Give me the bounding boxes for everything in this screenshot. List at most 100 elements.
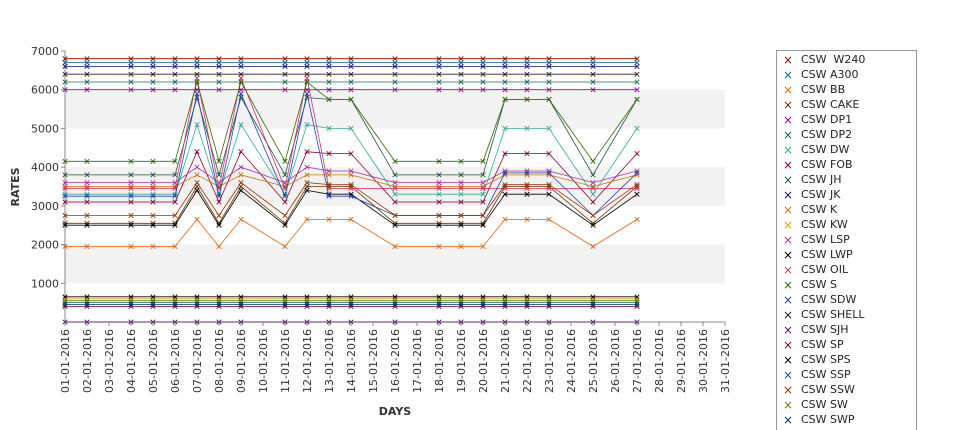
data-point [128, 56, 134, 62]
data-point [84, 172, 90, 178]
legend-label: CSW DP1 [801, 113, 853, 126]
legend-marker-icon: × [782, 68, 794, 82]
x-tick-label: 13-01-2016 [323, 329, 336, 393]
data-point [172, 63, 178, 70]
data-point [590, 180, 596, 186]
data-point [128, 294, 134, 300]
data-point [172, 212, 178, 219]
data-point [172, 301, 178, 308]
data-point [546, 294, 552, 300]
data-point [84, 79, 90, 85]
data-point [282, 222, 288, 228]
data-point [502, 125, 508, 132]
data-point [524, 170, 530, 176]
data-point [172, 87, 178, 93]
data-point [590, 222, 596, 228]
data-point [216, 199, 222, 205]
data-point [634, 56, 640, 62]
data-point [216, 294, 222, 300]
data-point [502, 150, 508, 157]
legend-label: CSW OIL [801, 263, 849, 276]
data-point [238, 121, 244, 128]
data-point [348, 87, 354, 93]
data-point [348, 168, 354, 174]
data-point [238, 180, 244, 186]
data-point [634, 170, 640, 176]
data-point [238, 90, 244, 97]
data-point [392, 56, 398, 62]
x-tick-label: 23-01-2016 [543, 329, 556, 393]
data-point [238, 300, 244, 306]
data-point [216, 172, 222, 178]
data-point [238, 172, 244, 178]
x-tick-label: 08-01-2016 [213, 329, 226, 393]
data-point [128, 222, 134, 228]
data-point [502, 181, 508, 188]
data-point [546, 150, 552, 157]
data-point [392, 294, 398, 300]
data-point [436, 180, 442, 186]
data-point [348, 294, 354, 300]
y-tick-label: 3000 [31, 200, 59, 213]
series-csw-ssp [62, 300, 640, 306]
data-point [634, 71, 640, 77]
data-point [436, 71, 442, 77]
legend-marker-icon: × [782, 248, 794, 262]
y-tick-label: 2000 [31, 239, 59, 252]
data-point [590, 243, 596, 250]
data-point [436, 185, 442, 192]
legend-marker-icon: × [782, 143, 794, 157]
data-point [634, 59, 640, 66]
data-point [634, 79, 640, 85]
data-point [150, 56, 156, 62]
data-point [282, 243, 288, 250]
data-point [392, 59, 398, 66]
legend-label: CSW SW [801, 398, 848, 411]
data-point [392, 222, 398, 228]
data-point [392, 243, 398, 250]
data-point [546, 71, 552, 77]
data-point [392, 87, 398, 93]
data-point [326, 63, 332, 70]
data-point [458, 59, 464, 66]
data-point [480, 294, 486, 300]
y-tick-label: 6000 [31, 84, 59, 97]
legend-label: CSW S [801, 278, 838, 291]
data-point [282, 193, 288, 199]
data-point [348, 79, 354, 85]
data-point [150, 199, 156, 205]
data-point [62, 300, 68, 306]
data-point [590, 79, 596, 85]
data-point [546, 125, 552, 132]
data-point [172, 193, 178, 199]
data-point [282, 298, 288, 304]
data-point [458, 222, 464, 228]
legend-item: × CSW S [777, 278, 916, 293]
data-point [436, 63, 442, 70]
data-point [590, 172, 596, 178]
legend-marker-icon: × [782, 383, 794, 397]
legend-label: CSW DP2 [801, 128, 853, 141]
chart-legend: × CSW W240 × CSW A300 × CSW BB × CSW CAKE × CSW D… [776, 50, 917, 430]
data-point [84, 301, 90, 308]
data-point [282, 71, 288, 77]
data-point [524, 71, 530, 77]
legend-marker-icon: × [782, 413, 794, 427]
data-point [238, 301, 244, 308]
data-point [238, 216, 244, 223]
legend-marker-icon: × [782, 233, 794, 247]
legend-marker-icon: × [782, 128, 794, 142]
data-point [304, 172, 310, 178]
data-point [348, 150, 354, 157]
data-point [546, 96, 552, 103]
data-point [62, 56, 68, 62]
data-point [194, 216, 200, 223]
data-point [84, 222, 90, 228]
data-point [480, 172, 486, 178]
data-point [546, 170, 552, 176]
data-point [590, 191, 596, 197]
data-point [150, 300, 156, 306]
legend-label: CSW SSP [801, 368, 851, 381]
data-point [458, 180, 464, 186]
data-point [590, 199, 596, 205]
